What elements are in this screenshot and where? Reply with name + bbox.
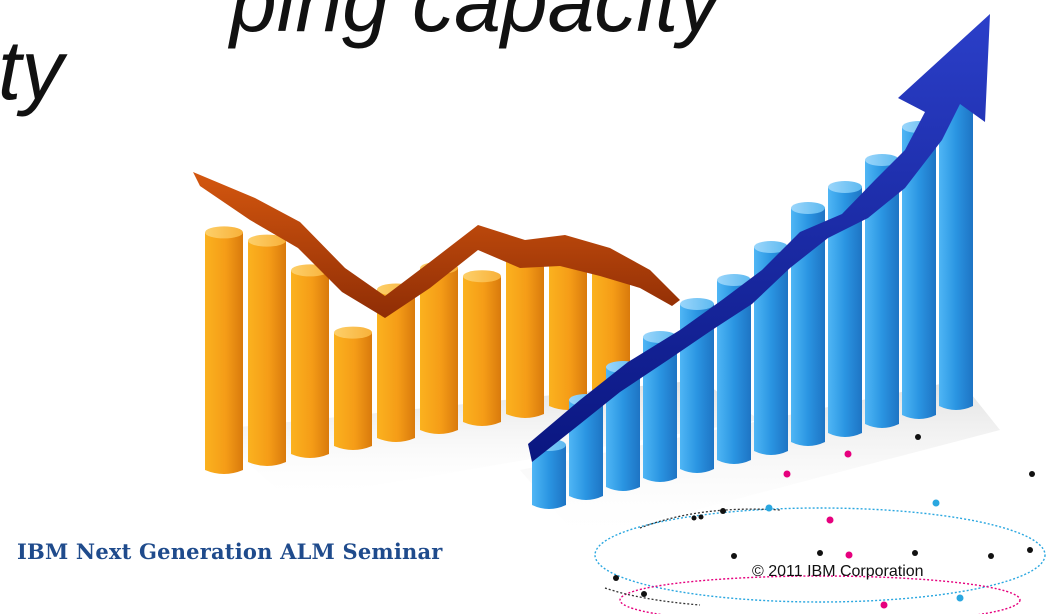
declining-bar xyxy=(463,270,501,426)
decorative-dot-ellipses xyxy=(594,434,1046,614)
rising-bar xyxy=(643,331,677,482)
rising-bars xyxy=(532,70,973,509)
declining-bar xyxy=(334,326,372,450)
declining-bar xyxy=(549,251,587,410)
rising-bar xyxy=(791,202,825,446)
rising-bar xyxy=(717,274,751,464)
rising-bar xyxy=(828,181,862,437)
rising-bar xyxy=(680,298,714,473)
declining-bar xyxy=(506,246,544,418)
rising-arrow xyxy=(528,14,990,462)
declining-bar xyxy=(205,226,243,474)
copyright-notice: © 2011 IBM Corporation xyxy=(752,563,924,580)
declining-bar xyxy=(248,234,286,466)
declining-bar xyxy=(291,264,329,458)
seminar-name: IBM Next Generation ALM Seminar xyxy=(17,539,443,564)
declining-arrow xyxy=(193,172,680,318)
rising-bar xyxy=(754,241,788,455)
slide-title-line-2: ty xyxy=(0,23,64,117)
slide-title-line-1: ping capacity xyxy=(230,0,721,49)
rising-bar xyxy=(865,154,899,428)
